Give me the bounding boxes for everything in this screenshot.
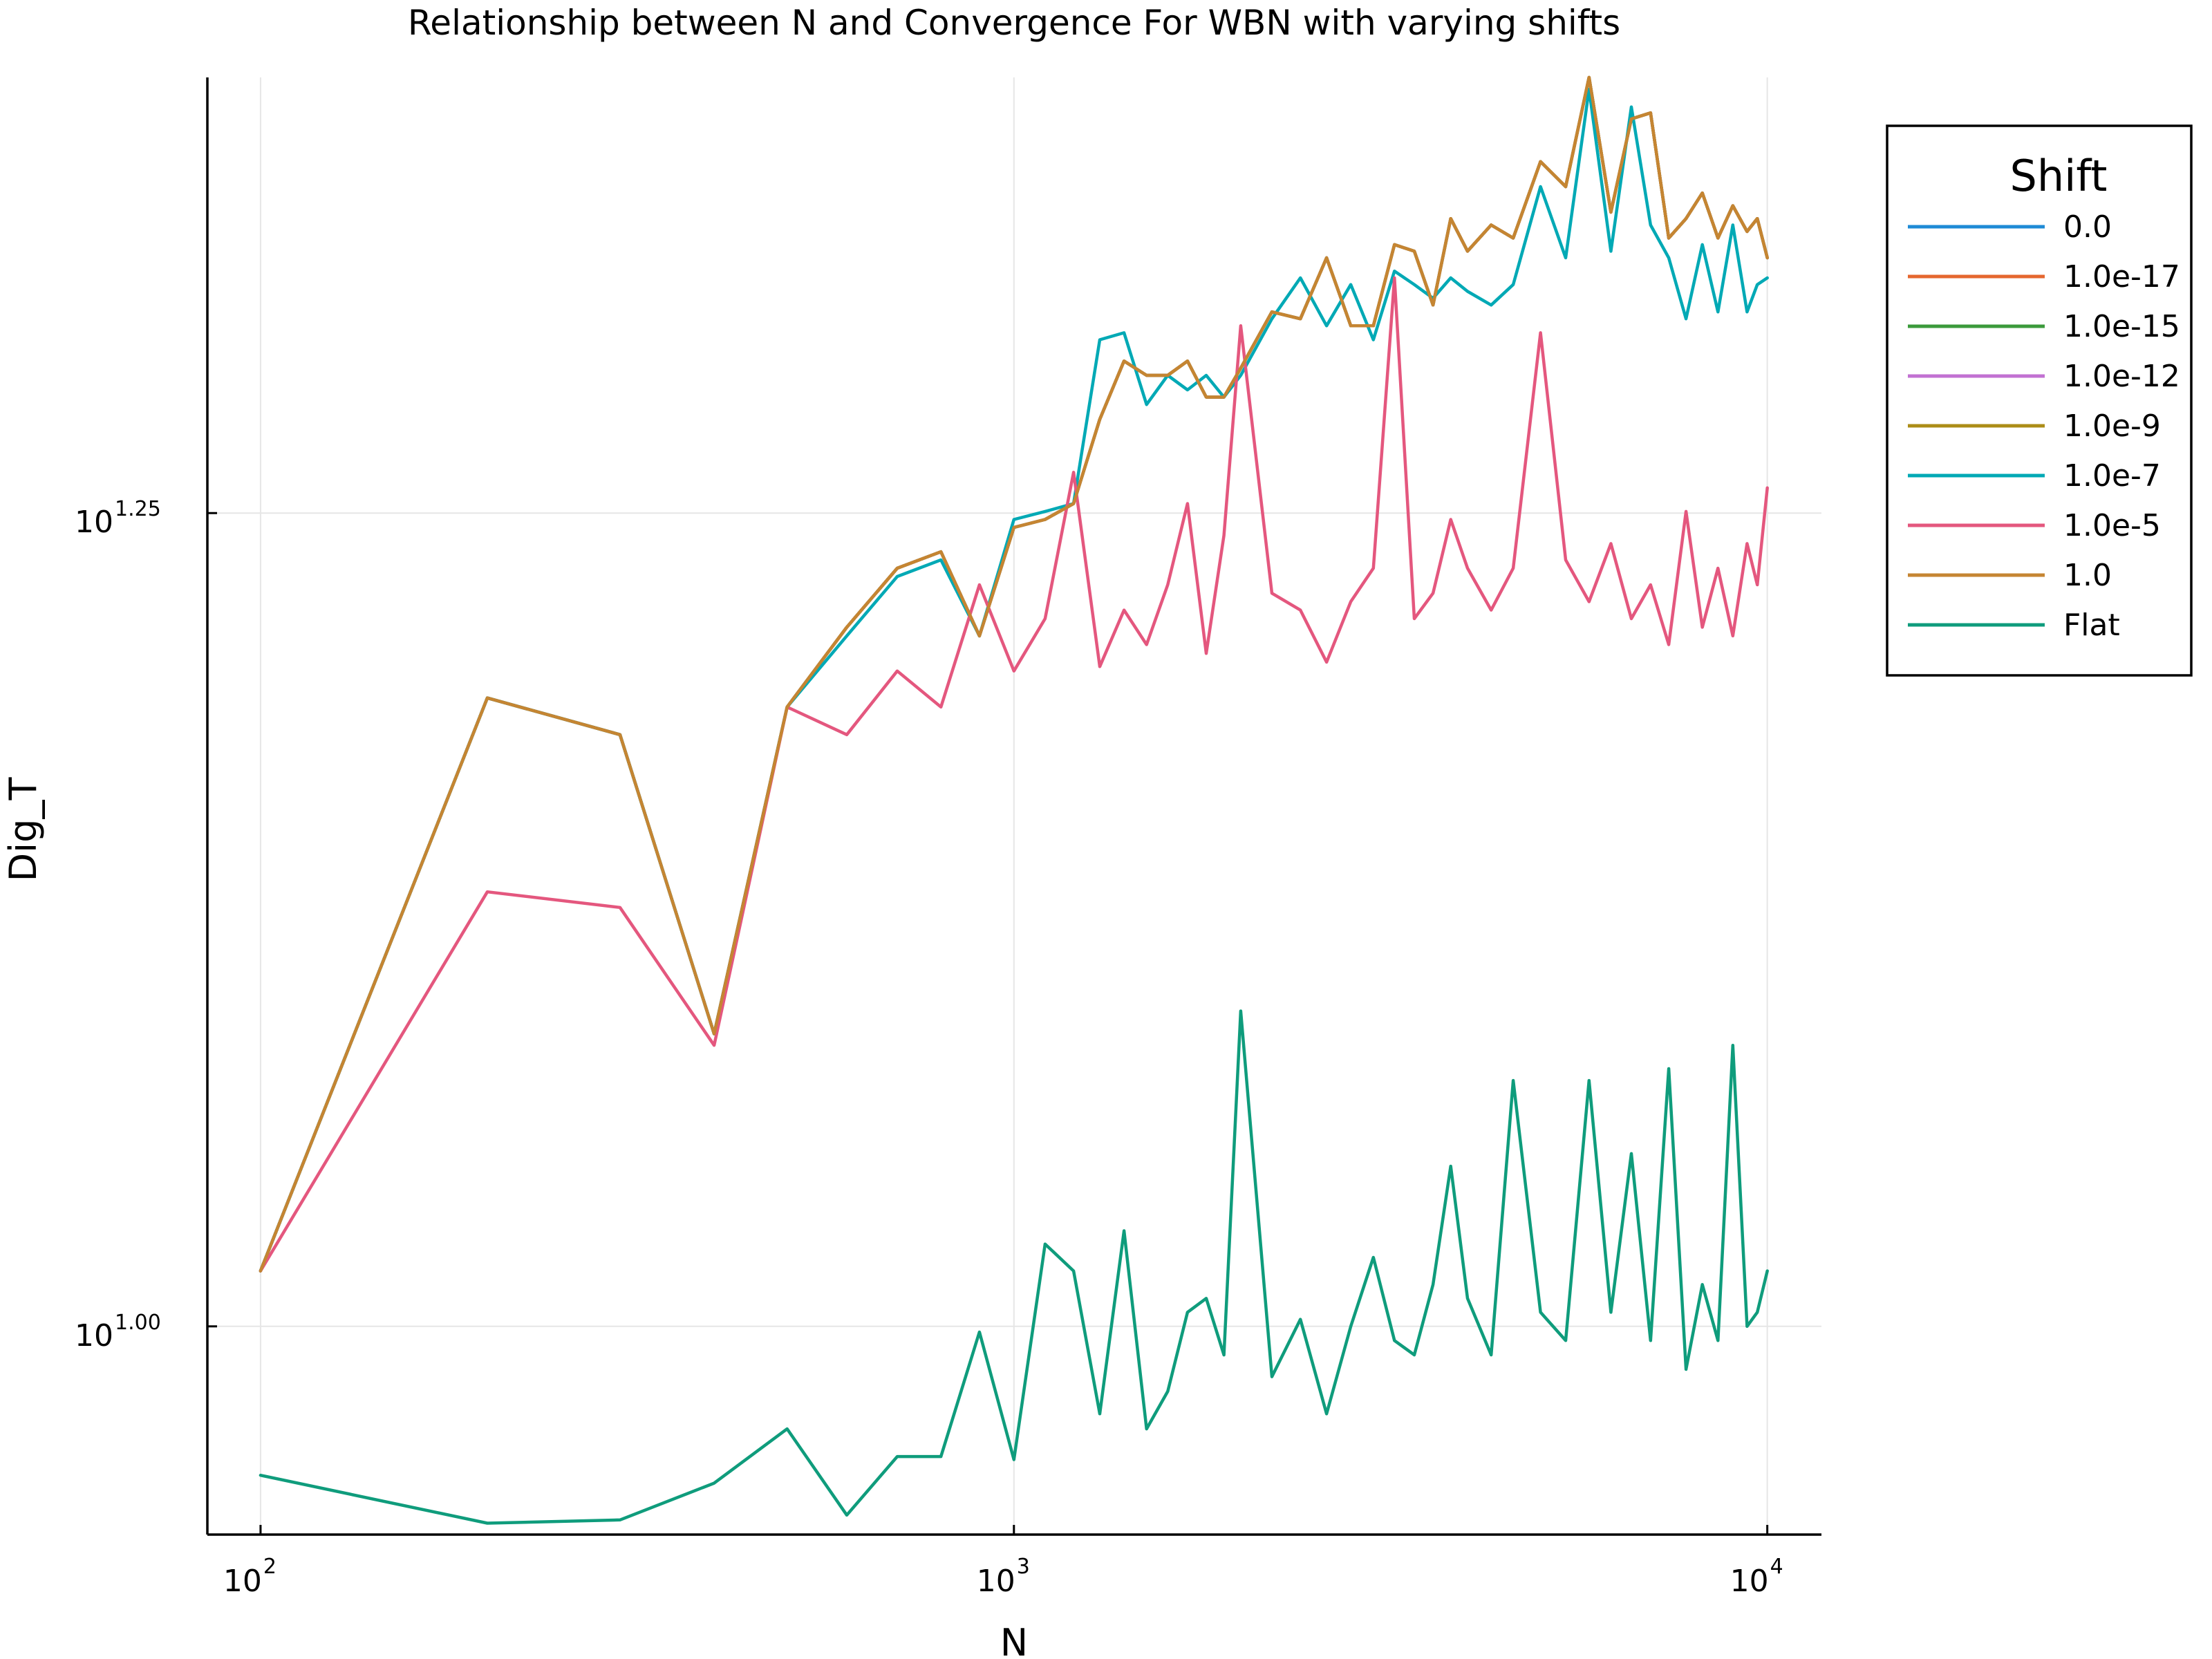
legend-label-0-0: 0.0: [2063, 209, 2112, 245]
y-tick-exponent: 1.25: [115, 497, 161, 521]
y-tick-label: 10: [75, 1318, 113, 1353]
series-line-1-0e-5: [259, 276, 1769, 1273]
y-tick-exponent: 1.00: [115, 1311, 161, 1335]
x-tick-exponent: 2: [263, 1555, 276, 1579]
x-tick-label: 10: [977, 1564, 1015, 1599]
legend-label-1-0e-15: 1.0e-15: [2063, 309, 2180, 344]
legend-label-1-0e-7: 1.0e-7: [2063, 458, 2161, 494]
y-tick-label: 10: [75, 505, 113, 540]
plot-area: [259, 75, 1769, 1525]
legend-title: Shift: [2010, 151, 2108, 201]
legend-label-1-0: 1.0: [2063, 558, 2112, 593]
legend-items: 0.0 1.0e-17 1.0e-15 1.0e-12 1.0e-9 1.0e-7 1.0e…: [1908, 209, 2180, 643]
x-tick-label: 10: [1730, 1564, 1769, 1599]
x-tick-exponent: 3: [1017, 1555, 1030, 1579]
x-axis-label: N: [1000, 1621, 1028, 1659]
series-line-flat: [259, 1009, 1769, 1525]
x-tick-labels: 10 2 10 3 10 4: [223, 1525, 1783, 1599]
legend-label-1-0e-17: 1.0e-17: [2063, 259, 2180, 294]
series-line-1-0: [259, 75, 1769, 1273]
legend-label-1-0e-5: 1.0e-5: [2063, 508, 2161, 543]
chart-title: Relationship between N and Convergence F…: [408, 3, 1620, 43]
x-tick-label: 10: [223, 1564, 262, 1599]
legend: Shift 0.0 1.0e-17 1.0e-15 1.0e-12 1.0e-9 1.0e…: [1886, 124, 2193, 677]
x-tick-exponent: 4: [1770, 1555, 1783, 1579]
legend-label-1-0e-9: 1.0e-9: [2063, 409, 2161, 444]
series-line-1-0e-7: [259, 87, 1769, 1273]
legend-box: [1886, 124, 2193, 677]
y-axis-label: Dig_T: [1, 777, 45, 882]
legend-label-flat: Flat: [2063, 608, 2120, 643]
legend-label-1-0e-12: 1.0e-12: [2063, 359, 2180, 394]
